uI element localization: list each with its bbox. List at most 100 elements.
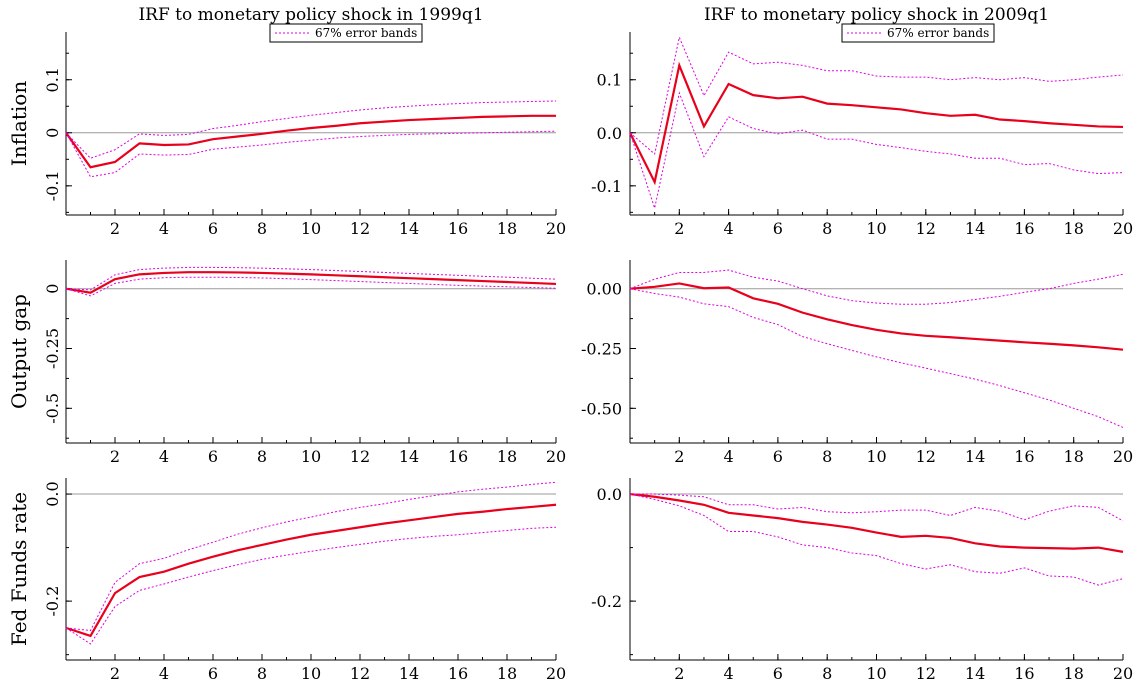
x-tick-label: 14 <box>399 664 419 683</box>
x-tick-label: 16 <box>1014 664 1034 683</box>
column-title: IRF to monetary policy shock in 1999q1 <box>138 5 483 25</box>
lower-error-band-line <box>629 288 1124 428</box>
y-tick-label: 0.0 <box>43 481 62 506</box>
legend-box <box>269 23 423 43</box>
legend-box <box>841 23 995 43</box>
lower-error-band-line <box>65 276 557 297</box>
median-irf-line <box>65 503 557 638</box>
y-tick-label: 0.1 <box>43 67 62 92</box>
x-tick-label: 10 <box>301 447 321 466</box>
y-tick-label: -0.2 <box>591 592 622 611</box>
lower-error-band-line <box>65 130 557 178</box>
x-tick-label: 12 <box>350 219 370 238</box>
x-tick-label: 10 <box>301 219 321 238</box>
x-tick-label: 12 <box>916 664 936 683</box>
x-tick-label: 14 <box>965 219 985 238</box>
x-tick-label: 8 <box>257 664 267 683</box>
x-tick-label: 2 <box>674 447 684 466</box>
lower-error-band-line <box>629 493 1124 586</box>
x-tick-label: 14 <box>965 447 985 466</box>
x-tick-label: 8 <box>257 219 267 238</box>
y-tick-label: 0.00 <box>586 280 622 299</box>
x-tick-label: 10 <box>866 219 886 238</box>
y-tick-label: -0.1 <box>43 170 62 201</box>
panel-fed-funds-rate-col-1: 2 4 6 8 10 12 14 16 18 20 -0.2 0.0 <box>591 478 1133 683</box>
x-tick-label: 4 <box>724 447 734 466</box>
x-tick-label: 4 <box>159 447 169 466</box>
x-tick-label: 16 <box>448 664 468 683</box>
x-tick-label: 2 <box>110 664 120 683</box>
x-tick-label: 20 <box>1113 664 1133 683</box>
x-tick-label: 12 <box>350 664 370 683</box>
x-tick-label: 20 <box>1113 447 1133 466</box>
lower-error-band-line <box>629 91 1124 211</box>
x-tick-label: 8 <box>257 447 267 466</box>
x-tick-label: 14 <box>399 219 419 238</box>
x-tick-label: 8 <box>822 664 832 683</box>
upper-error-band-line <box>65 481 557 632</box>
legend-label: 67% error bands <box>315 26 417 40</box>
x-tick-label: 2 <box>674 219 684 238</box>
x-tick-label: 16 <box>448 219 468 238</box>
panel-fed-funds-rate-col-0: 2 4 6 8 10 12 14 16 18 20 -0.2 0.0 Fed Funds rate <box>7 478 566 683</box>
legend-label: 67% error bands <box>887 26 989 40</box>
upper-error-band-line <box>630 493 1124 522</box>
x-tick-label: 18 <box>1064 664 1084 683</box>
x-tick-label: 2 <box>110 447 120 466</box>
median-irf-line <box>629 282 1124 351</box>
x-tick-label: 6 <box>773 219 783 238</box>
x-tick-label: 20 <box>546 447 566 466</box>
row-label: Inflation <box>7 81 31 167</box>
y-tick-label: 0.0 <box>597 124 622 143</box>
x-tick-label: 10 <box>301 664 321 683</box>
x-tick-label: 20 <box>1113 219 1133 238</box>
y-tick-label: -0.1 <box>591 177 622 196</box>
y-tick-label: 0.0 <box>597 485 622 504</box>
x-tick-label: 16 <box>1014 219 1034 238</box>
x-tick-label: 12 <box>350 447 370 466</box>
y-tick-label: 0.1 <box>597 71 622 90</box>
upper-error-band-line <box>629 269 1124 305</box>
row-label: Fed Funds rate <box>7 492 31 646</box>
x-tick-label: 18 <box>1064 447 1084 466</box>
x-tick-label: 2 <box>674 664 684 683</box>
y-tick-label: -0.50 <box>581 399 622 418</box>
y-tick-label: 0 <box>43 284 62 294</box>
median-irf-line <box>629 61 1124 186</box>
x-tick-label: 16 <box>1014 447 1034 466</box>
x-tick-label: 4 <box>159 664 169 683</box>
y-tick-label: -0.2 <box>43 586 62 617</box>
median-irf-line <box>65 271 557 294</box>
x-tick-label: 6 <box>208 219 218 238</box>
x-tick-label: 8 <box>822 447 832 466</box>
upper-error-band-line <box>65 100 557 159</box>
panel-inflation-col-0: 2 4 6 8 10 12 14 16 18 20 -0.1 0 0.1 IRF to monetary … <box>7 5 566 238</box>
x-tick-label: 10 <box>866 447 886 466</box>
median-irf-line <box>65 114 556 169</box>
x-tick-label: 12 <box>916 219 936 238</box>
x-tick-label: 6 <box>208 664 218 683</box>
x-tick-label: 18 <box>497 219 517 238</box>
y-tick-label: -0.25 <box>43 328 62 369</box>
panels-container: 2 4 6 8 10 12 14 16 18 20 -0.1 0 0.1 IRF to monetary … <box>7 5 1133 683</box>
upper-error-band-line <box>629 35 1124 155</box>
panel-output-gap-col-0: 2 4 6 8 10 12 14 16 18 20 -0.5 -0.25 0 Output gap <box>7 260 566 466</box>
x-tick-label: 2 <box>110 219 120 238</box>
x-tick-label: 18 <box>497 447 517 466</box>
x-tick-label: 14 <box>399 447 419 466</box>
column-title: IRF to monetary policy shock in 2009q1 <box>704 5 1049 25</box>
x-tick-label: 4 <box>159 219 169 238</box>
median-irf-line <box>629 492 1124 553</box>
x-tick-label: 12 <box>916 447 936 466</box>
x-tick-label: 18 <box>1064 219 1084 238</box>
x-tick-label: 16 <box>448 447 468 466</box>
x-tick-label: 6 <box>773 664 783 683</box>
lower-error-band-line <box>65 526 557 645</box>
x-tick-label: 4 <box>724 219 734 238</box>
panel-output-gap-col-1: 2 4 6 8 10 12 14 16 18 20 -0.50 -0.25 0.00 <box>581 260 1133 466</box>
x-tick-label: 20 <box>546 664 566 683</box>
x-tick-label: 18 <box>497 664 517 683</box>
x-tick-label: 6 <box>773 447 783 466</box>
x-tick-label: 4 <box>724 664 734 683</box>
